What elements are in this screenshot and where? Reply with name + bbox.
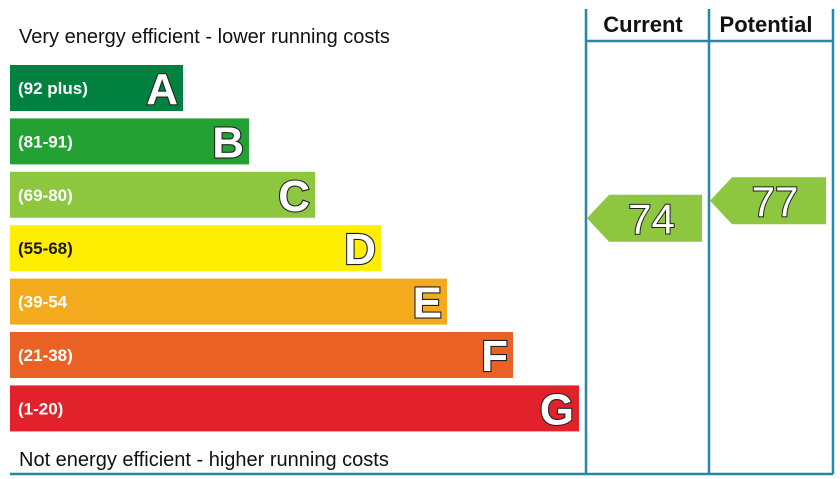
band-letter: A xyxy=(146,65,178,114)
band-bar-b xyxy=(10,118,249,165)
band-letter: E xyxy=(413,279,442,328)
band-f: (21-38) F xyxy=(10,331,513,382)
potential-column-header: Potential xyxy=(720,12,813,37)
band-range-label: (55-68) xyxy=(18,239,73,258)
current-rating-marker-value: 74 xyxy=(628,195,675,242)
band-bar-g xyxy=(10,385,579,432)
current-rating-marker: 74 xyxy=(587,194,702,243)
band-range-label: (69-80) xyxy=(18,186,73,205)
potential-rating-marker: 77 xyxy=(710,177,826,226)
band-c: (69-80) C xyxy=(10,171,315,222)
band-range-label: (92 plus) xyxy=(18,79,88,98)
rating-bands: (92 plus) A(81-91) B(69-80) C(55-68) D(39-54… xyxy=(10,64,579,435)
band-letter: B xyxy=(212,118,244,167)
potential-rating-marker-value: 77 xyxy=(752,178,799,225)
band-d: (55-68) D xyxy=(10,224,381,275)
band-bar-c xyxy=(10,171,315,218)
band-a: (92 plus) A xyxy=(10,64,183,115)
band-range-label: (1-20) xyxy=(18,399,63,418)
band-bar-f xyxy=(10,332,513,378)
band-g: (1-20) G xyxy=(10,384,579,435)
top-caption: Very energy efficient - lower running co… xyxy=(19,26,390,48)
band-letter: F xyxy=(481,332,508,381)
band-letter: D xyxy=(344,225,376,274)
current-rating-marker-arrow xyxy=(587,194,702,242)
band-range-label: (21-38) xyxy=(18,346,73,365)
band-letter: G xyxy=(540,385,574,434)
rating-markers: 74 77 xyxy=(587,177,826,243)
current-column-header: Current xyxy=(603,12,683,37)
band-bar-e xyxy=(10,278,447,325)
band-b: (81-91) B xyxy=(10,117,249,168)
band-bar-a xyxy=(10,65,183,111)
band-range-label: (81-91) xyxy=(18,132,73,151)
band-range-label: (39-54 xyxy=(18,293,68,312)
bottom-caption: Not energy efficient - higher running co… xyxy=(19,449,389,471)
potential-rating-marker-arrow xyxy=(710,177,826,225)
band-e: (39-54 E xyxy=(10,278,447,329)
band-letter: C xyxy=(278,172,310,221)
band-bar-d xyxy=(10,225,381,272)
